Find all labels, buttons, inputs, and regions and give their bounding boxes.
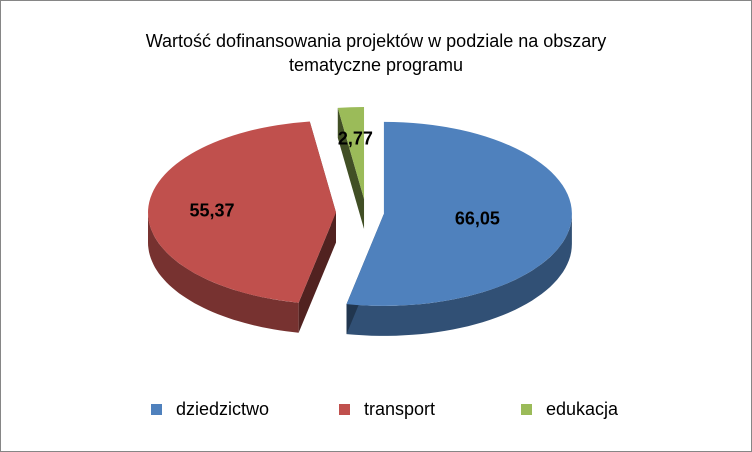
legend: dziedzictwo transport edukacja (1, 399, 751, 423)
legend-label-dziedzictwo: dziedzictwo (176, 399, 270, 419)
slice-rim-transport (148, 212, 299, 333)
chart-title-line-1: Wartość dofinansowania projektów w podzi… (145, 31, 607, 51)
legend-label-transport: transport (364, 399, 436, 419)
chart-title-line-2: tematyczne programu (288, 55, 464, 75)
data-label-transport: 55,37 (189, 201, 234, 221)
slice-face-transport-0 (298, 212, 337, 333)
data-label-dziedzictwo: 66,05 (455, 209, 500, 229)
slice-side-edukacja (337, 107, 365, 230)
legend-item-dziedzictwo: dziedzictwo (151, 399, 269, 420)
pie-label-layer: 66,05 55,37 2,77 (189, 129, 499, 229)
slice-top-dziedzictwo (346, 121, 572, 306)
legend-swatch-dziedzictwo (151, 404, 162, 415)
legend-swatch-edukacja (521, 404, 532, 415)
legend-swatch-transport (339, 404, 350, 415)
data-label-edukacja: 2,77 (338, 129, 373, 149)
slice-top-edukacja (337, 107, 365, 200)
pie-top-layer (148, 107, 572, 306)
legend-item-edukacja: edukacja (521, 399, 618, 420)
legend-item-transport: transport (339, 399, 435, 420)
slice-face-edukacja-0 (337, 107, 365, 230)
chart-title: Wartość dofinansowania projektów w podzi… (1, 29, 751, 77)
slice-top-transport (148, 121, 337, 303)
legend-label-edukacja: edukacja (546, 399, 619, 419)
